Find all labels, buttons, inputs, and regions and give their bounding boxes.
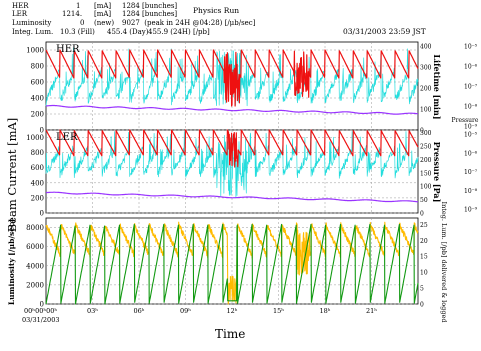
- integ-lum-axis-label: Integ. Lum. [/pb] delivered & logged: [440, 202, 448, 323]
- ler-value: 1214.: [62, 10, 83, 18]
- lumi-y2tick: 20: [420, 238, 428, 245]
- her-logtick: 10⁻⁸: [464, 104, 478, 111]
- ler-logtick: 10⁻⁵: [464, 132, 478, 139]
- ler-label: LER: [12, 10, 28, 18]
- run-status: Physics Run: [193, 6, 240, 15]
- xtick: 09ʰ: [180, 307, 191, 315]
- lumi-y2tick: 10: [420, 270, 428, 277]
- her-logtick: 10⁻⁷: [464, 84, 478, 91]
- xtick: 00ʰ00ʰ00ʰ: [24, 307, 57, 315]
- ler-current-line: [45, 129, 419, 168]
- lumi-ytick: 8000: [26, 224, 44, 232]
- ler-ytick: 600: [31, 164, 44, 172]
- ler-ytick: 800: [31, 149, 44, 157]
- ler-logtick: 10⁻⁸: [464, 188, 478, 195]
- lumi-ytick: 4000: [26, 262, 44, 270]
- her-ytick: 800: [31, 63, 44, 71]
- x-axis-label: Time: [215, 327, 245, 341]
- ler-logtick: 10⁻⁹: [464, 207, 478, 214]
- her-pressure-line: [45, 104, 419, 115]
- her-ytick: 0: [40, 127, 44, 135]
- lumi-ytick: 0: [40, 301, 44, 309]
- her-label: HER: [12, 2, 29, 10]
- her-bunches: 1284 [bunches]: [122, 2, 178, 10]
- ler-ytick: 1000: [26, 134, 44, 142]
- her-y2tick: 0: [420, 128, 424, 135]
- her-lifetime-line: [45, 47, 419, 107]
- status-header: HER 1 [mA] 1284 [bunches] LER 1214. [mA]…: [0, 0, 481, 48]
- ler-logtick: 10⁻⁷: [464, 169, 478, 176]
- her-logtick: 10⁻⁶: [464, 64, 478, 71]
- lumi-ytick: 6000: [26, 243, 44, 251]
- lifetime-axis-label: Lifetime [min]: [432, 54, 442, 119]
- pressure-axis-label: Pressure [Pa]: [432, 142, 442, 203]
- lumi-label: Luminosity: [12, 19, 52, 27]
- integ-24h: 455.9 (24H) [/pb]: [148, 28, 210, 36]
- ler-ytick: 200: [31, 194, 44, 202]
- ler-y2tick: 0: [420, 211, 424, 218]
- lumi-y2tick: 25: [420, 222, 428, 229]
- lumi-y2tick: 5: [420, 286, 424, 293]
- xtick: 03ʰ: [87, 307, 98, 315]
- ler-y2tick: 250: [420, 144, 432, 151]
- ler-pressure-line: [45, 191, 419, 203]
- her-logtick: 10⁻⁹: [464, 124, 478, 131]
- her-value: 1: [76, 2, 81, 10]
- ler-logtick: 10⁻⁶: [464, 150, 478, 157]
- her-ytick: 200: [31, 111, 44, 119]
- luminosity-line: [45, 221, 419, 305]
- lumi-y2tick: 0: [420, 302, 424, 309]
- lumi-value: 0: [80, 19, 85, 27]
- ler-panel-label: LER: [56, 132, 78, 143]
- xtick: 18ʰ: [319, 307, 330, 315]
- xtick: 15ʰ: [273, 307, 284, 315]
- integ-day: 455.4 (Day): [107, 28, 149, 36]
- integ-label: Integ. Lum.: [12, 28, 54, 36]
- ler-ytick: 0: [40, 210, 44, 218]
- lumi-y2tick: 15: [420, 254, 428, 261]
- pressure-log-label: Pressure: [452, 117, 479, 124]
- her-unit: [mA]: [94, 2, 112, 10]
- her-logtick: 10⁻⁵: [464, 44, 478, 51]
- ler-unit: [mA]: [94, 10, 112, 18]
- her-y2tick: 200: [420, 86, 432, 93]
- ler-bunches: 1284 [bunches]: [122, 10, 178, 18]
- ler-y2tick: 200: [420, 157, 432, 164]
- ler-y2tick: 100: [420, 184, 432, 191]
- date-label: 03/31/2003: [22, 316, 59, 324]
- integrated-lum-line: [45, 223, 419, 305]
- her-ytick: 1000: [26, 47, 44, 55]
- her-y2tick: 400: [420, 44, 432, 51]
- lumi-extra: 9027 (peak in 24H @04:28) [/μb/sec]: [122, 19, 256, 27]
- her-y2tick: 100: [420, 107, 432, 114]
- ler-ytick: 400: [31, 179, 44, 187]
- ler-y2tick: 300: [420, 130, 432, 137]
- her-current-line: [45, 49, 419, 107]
- timestamp: 03/31/2003 23:59 JST: [343, 27, 426, 36]
- her-panel-label: HER: [56, 44, 80, 55]
- ler-y2tick: 50: [420, 197, 428, 204]
- lumi-unit: (new): [94, 19, 115, 27]
- luminosity-axis-label: Luminosity [/μb/sec]: [7, 219, 16, 305]
- beam-current-axis-label: Beam Current [mA]: [5, 118, 19, 233]
- her-ytick: 400: [31, 95, 44, 103]
- xtick: 06ʰ: [133, 307, 144, 315]
- lumi-ytick: 2000: [26, 281, 44, 289]
- ler-y2tick: 150: [420, 170, 432, 177]
- integ-fill: 10.3 (Fill): [60, 28, 95, 36]
- her-y2tick: 300: [420, 65, 432, 72]
- xtick: 12ʰ: [226, 307, 237, 315]
- xtick: 21ʰ: [366, 307, 377, 315]
- her-ytick: 600: [31, 79, 44, 87]
